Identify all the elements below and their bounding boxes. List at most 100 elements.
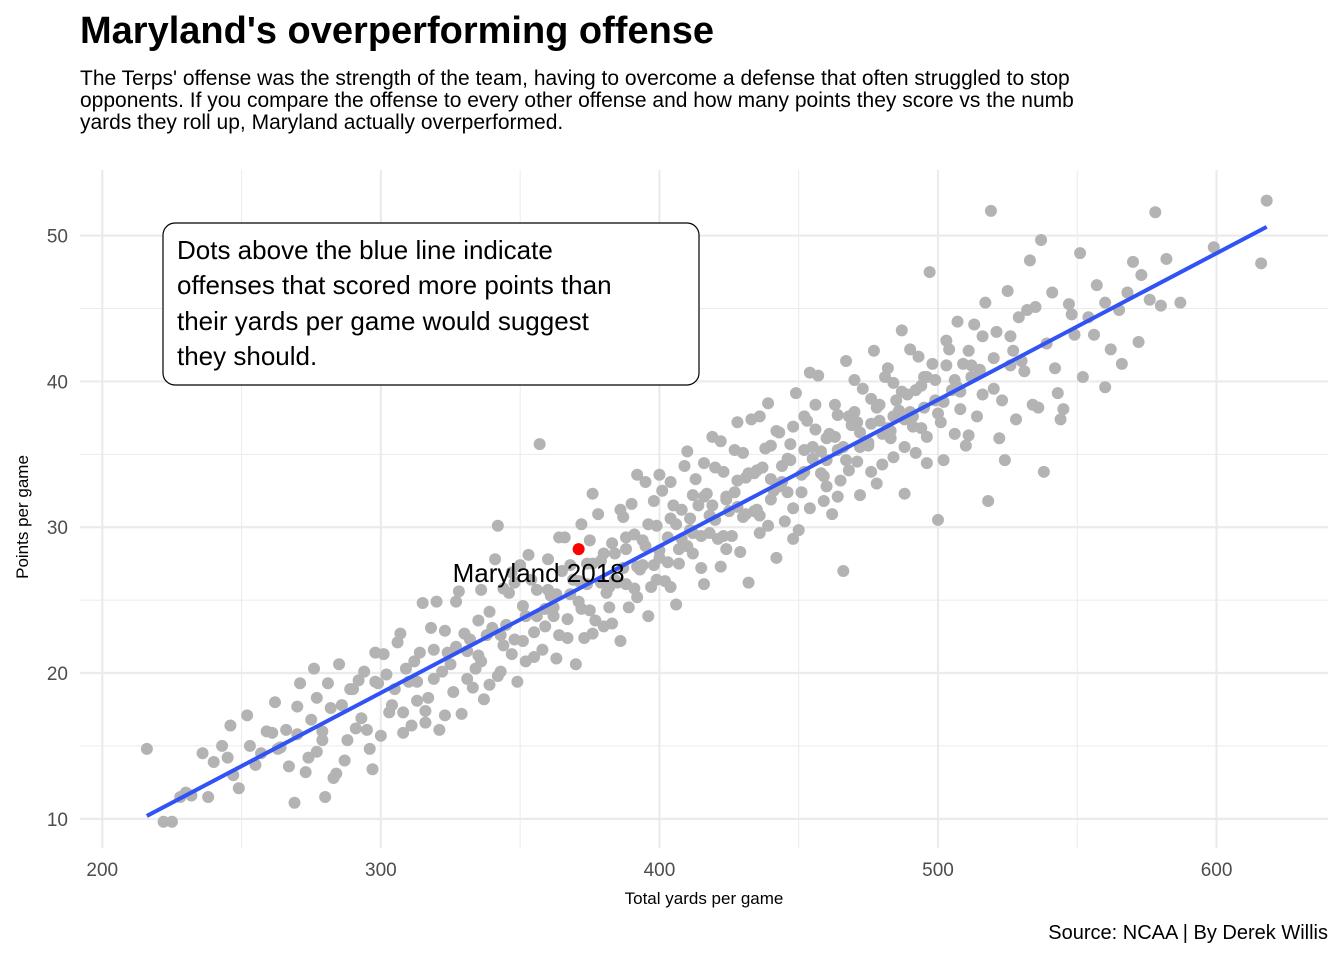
data-point bbox=[959, 439, 972, 452]
data-point bbox=[803, 366, 816, 379]
data-point bbox=[366, 763, 379, 776]
data-point bbox=[436, 665, 449, 678]
data-point bbox=[427, 643, 440, 656]
data-point bbox=[948, 427, 961, 440]
data-point bbox=[592, 508, 605, 521]
data-point bbox=[706, 499, 719, 512]
data-point bbox=[1065, 308, 1078, 321]
data-point bbox=[876, 458, 889, 471]
data-point bbox=[842, 464, 855, 477]
data-point bbox=[386, 699, 398, 712]
data-point bbox=[620, 531, 632, 544]
data-point bbox=[514, 559, 527, 572]
data-point bbox=[809, 398, 822, 411]
subtitle-line: opponents. If you compare the offense to… bbox=[80, 89, 1074, 112]
data-point bbox=[341, 734, 354, 747]
data-point bbox=[1207, 241, 1220, 254]
maryland-label: Maryland 2018 bbox=[453, 558, 625, 588]
data-point bbox=[427, 672, 440, 685]
data-point bbox=[1104, 343, 1117, 356]
data-point bbox=[873, 398, 886, 411]
data-point bbox=[622, 601, 635, 614]
data-point bbox=[881, 362, 894, 375]
data-point bbox=[302, 751, 315, 764]
data-point bbox=[851, 455, 864, 468]
data-point bbox=[653, 468, 666, 481]
data-point bbox=[165, 815, 178, 828]
subtitle-line: yards they roll up, Maryland actually ov… bbox=[80, 111, 564, 134]
data-point bbox=[742, 576, 755, 589]
data-point bbox=[809, 423, 822, 436]
data-point bbox=[817, 494, 830, 507]
data-point bbox=[422, 691, 435, 704]
data-point bbox=[920, 457, 933, 470]
data-point bbox=[915, 422, 928, 435]
data-point bbox=[887, 451, 900, 464]
data-point bbox=[411, 675, 424, 688]
y-tick-labels: 10 20 30 40 50 bbox=[47, 227, 68, 831]
data-point bbox=[1076, 371, 1089, 384]
data-point bbox=[784, 438, 797, 451]
data-point bbox=[998, 454, 1011, 467]
data-point bbox=[895, 385, 908, 398]
chart-subtitle: The Terps' offense was the strength of t… bbox=[80, 68, 1330, 134]
data-point bbox=[968, 318, 981, 331]
data-point bbox=[681, 445, 694, 458]
data-point bbox=[1001, 285, 1014, 298]
data-point bbox=[316, 725, 329, 738]
data-point bbox=[491, 669, 504, 682]
data-point bbox=[753, 527, 766, 540]
data-point bbox=[840, 454, 853, 467]
data-point bbox=[1037, 465, 1050, 478]
x-tick-labels: 200 300 400 500 600 bbox=[86, 860, 1232, 881]
data-point bbox=[1012, 311, 1025, 324]
data-point bbox=[865, 392, 878, 405]
data-point bbox=[433, 723, 446, 736]
data-point bbox=[895, 324, 908, 337]
data-point bbox=[224, 719, 237, 732]
data-point bbox=[1174, 296, 1187, 309]
data-point bbox=[558, 531, 571, 544]
data-point bbox=[764, 493, 777, 506]
data-point bbox=[890, 394, 903, 407]
data-point bbox=[1018, 365, 1031, 378]
x-tick-label: 300 bbox=[365, 860, 397, 881]
data-point bbox=[898, 487, 911, 500]
data-point bbox=[374, 729, 387, 742]
data-point bbox=[450, 595, 463, 608]
data-point bbox=[909, 446, 922, 459]
data-point bbox=[764, 439, 777, 452]
data-point bbox=[926, 357, 939, 370]
data-point bbox=[363, 742, 376, 755]
data-point bbox=[319, 790, 332, 803]
data-point bbox=[380, 668, 393, 681]
x-tick-label: 400 bbox=[644, 860, 676, 881]
data-point bbox=[1115, 357, 1128, 370]
data-point bbox=[232, 782, 245, 795]
data-point bbox=[817, 470, 830, 483]
data-point bbox=[505, 648, 518, 661]
data-point bbox=[411, 694, 424, 707]
source-caption: Source: NCAA | By Derek Willis bbox=[1048, 922, 1328, 944]
x-axis-title: Total yards per game bbox=[625, 889, 784, 908]
data-point bbox=[299, 766, 312, 779]
data-point bbox=[639, 476, 652, 489]
data-point bbox=[1035, 233, 1048, 246]
data-point bbox=[1062, 298, 1075, 311]
data-point bbox=[157, 815, 170, 828]
data-point bbox=[828, 430, 841, 443]
data-point bbox=[795, 486, 808, 499]
data-point bbox=[870, 477, 883, 490]
data-point bbox=[792, 524, 805, 537]
data-point bbox=[444, 658, 457, 671]
data-point bbox=[951, 315, 964, 328]
data-point bbox=[739, 508, 752, 521]
data-point bbox=[789, 387, 802, 400]
data-point bbox=[920, 430, 933, 443]
data-point bbox=[597, 620, 610, 633]
data-point bbox=[828, 398, 841, 411]
data-point bbox=[664, 581, 677, 594]
data-point bbox=[737, 446, 749, 459]
data-point bbox=[806, 441, 819, 454]
y-tick-label: 10 bbox=[47, 810, 68, 831]
